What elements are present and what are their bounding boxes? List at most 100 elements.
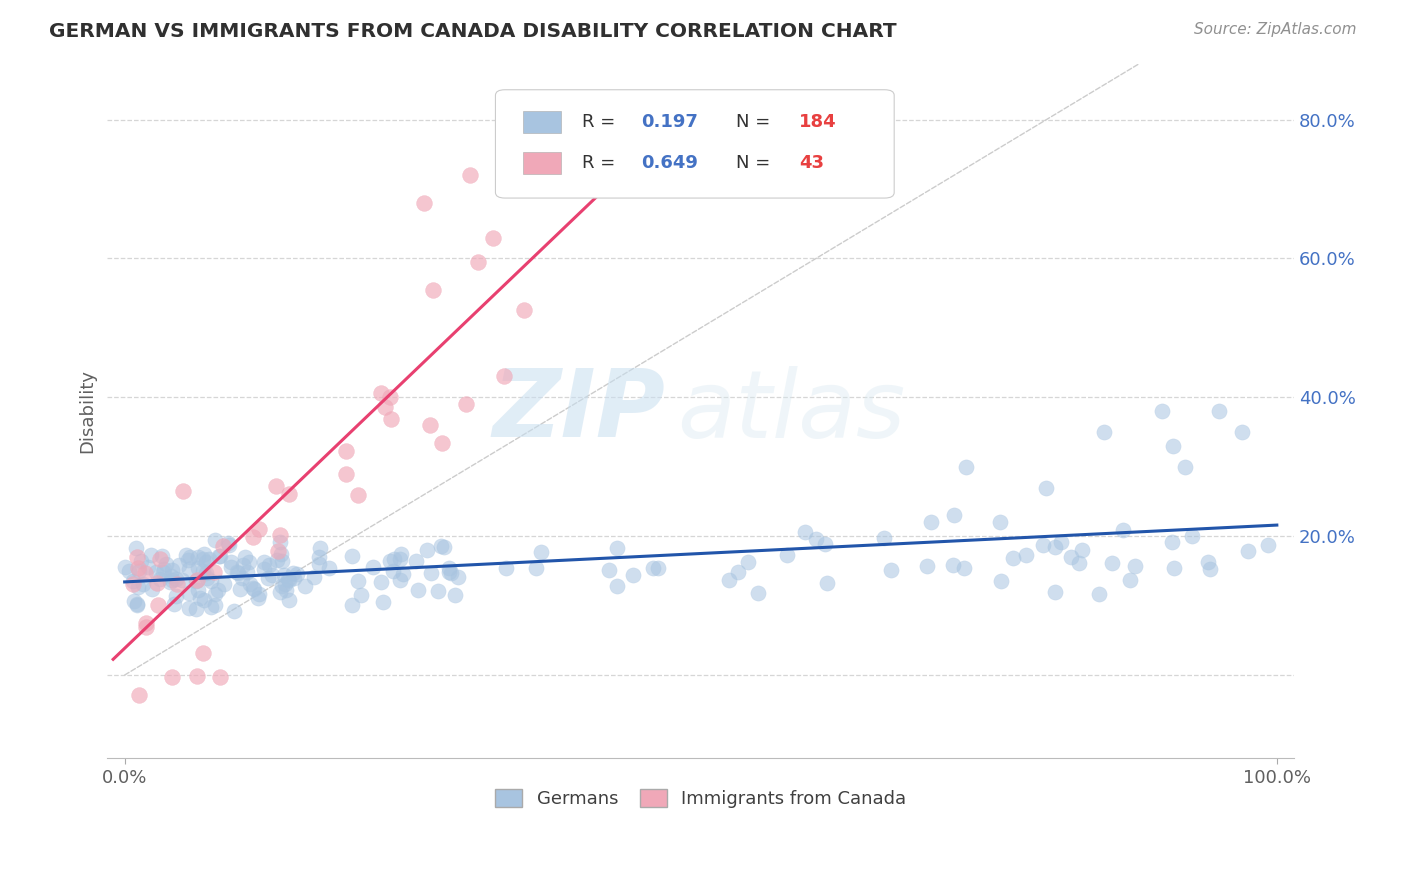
Point [1161, 439, 1184, 453]
Point [308, 558, 330, 572]
Point [270, 547, 292, 561]
Point [420, 566, 443, 580]
Point [530, 545, 553, 559]
Point [141, 548, 163, 562]
Point [1002, 550, 1025, 565]
Point [460, 168, 482, 182]
Point [270, 554, 292, 568]
Point [440, 566, 463, 580]
Point [221, 555, 243, 569]
Point [127, 597, 149, 611]
Text: atlas: atlas [678, 366, 905, 457]
Point [149, 572, 172, 586]
Point [920, 516, 942, 530]
Point [226, 566, 249, 580]
Point [1163, 560, 1185, 574]
Point [374, 400, 396, 414]
Point [1232, 425, 1254, 439]
Point [747, 586, 769, 600]
Point [186, 602, 208, 616]
Point [177, 552, 200, 566]
Point [191, 646, 214, 660]
Point [278, 573, 301, 587]
Point [439, 561, 461, 575]
Point [269, 585, 291, 599]
Point [1060, 549, 1083, 564]
Point [212, 576, 235, 591]
Point [145, 566, 167, 580]
Point [191, 564, 214, 578]
Point [252, 555, 274, 569]
Point [204, 566, 226, 580]
Point [1015, 548, 1038, 562]
Point [347, 488, 370, 502]
Point [177, 585, 200, 599]
Point [217, 536, 239, 550]
Point [814, 537, 837, 551]
Point [955, 459, 977, 474]
Point [350, 589, 373, 603]
Point [122, 574, 145, 588]
Point [136, 560, 159, 574]
Point [236, 566, 259, 580]
Point [641, 560, 664, 574]
Point [225, 565, 247, 579]
Point [382, 552, 405, 566]
Point [776, 549, 799, 563]
Point [224, 604, 246, 618]
Point [1119, 573, 1142, 587]
Point [167, 558, 190, 572]
Point [405, 553, 427, 567]
Point [200, 599, 222, 614]
Point [1101, 556, 1123, 570]
Point [129, 554, 152, 568]
Point [125, 541, 148, 555]
Point [242, 530, 264, 544]
Point [495, 561, 517, 575]
Text: GERMAN VS IMMIGRANTS FROM CANADA DISABILITY CORRELATION CHART: GERMAN VS IMMIGRANTS FROM CANADA DISABIL… [49, 22, 897, 41]
Point [516, 154, 538, 169]
Point [378, 390, 401, 404]
Point [193, 592, 215, 607]
Point [943, 508, 966, 523]
Point [159, 574, 181, 589]
Text: 43: 43 [799, 154, 824, 172]
Point [1111, 523, 1133, 537]
Point [1035, 481, 1057, 495]
Point [163, 597, 186, 611]
Point [335, 467, 357, 481]
Point [262, 567, 284, 582]
Point [413, 195, 436, 210]
Point [246, 591, 269, 605]
Point [392, 567, 415, 582]
Point [194, 566, 217, 580]
Point [1087, 587, 1109, 601]
Point [204, 533, 226, 547]
Point [200, 574, 222, 588]
Point [141, 582, 163, 596]
Point [447, 570, 470, 584]
Text: ZIP: ZIP [492, 365, 665, 458]
Point [146, 598, 169, 612]
Point [132, 576, 155, 591]
Point [942, 558, 965, 573]
Point [294, 579, 316, 593]
Text: 184: 184 [799, 112, 837, 131]
Point [208, 670, 231, 684]
Point [153, 561, 176, 575]
Point [195, 571, 218, 585]
Text: R =: R = [582, 112, 621, 131]
Point [647, 561, 669, 575]
Point [177, 601, 200, 615]
Point [177, 562, 200, 576]
Point [1198, 562, 1220, 576]
Point [231, 571, 253, 585]
Point [880, 563, 903, 577]
Legend: Germans, Immigrants from Canada: Germans, Immigrants from Canada [488, 781, 914, 815]
Point [467, 255, 489, 269]
Point [1174, 459, 1197, 474]
Point [121, 577, 143, 591]
Point [266, 553, 288, 567]
Point [606, 579, 628, 593]
Point [283, 572, 305, 586]
